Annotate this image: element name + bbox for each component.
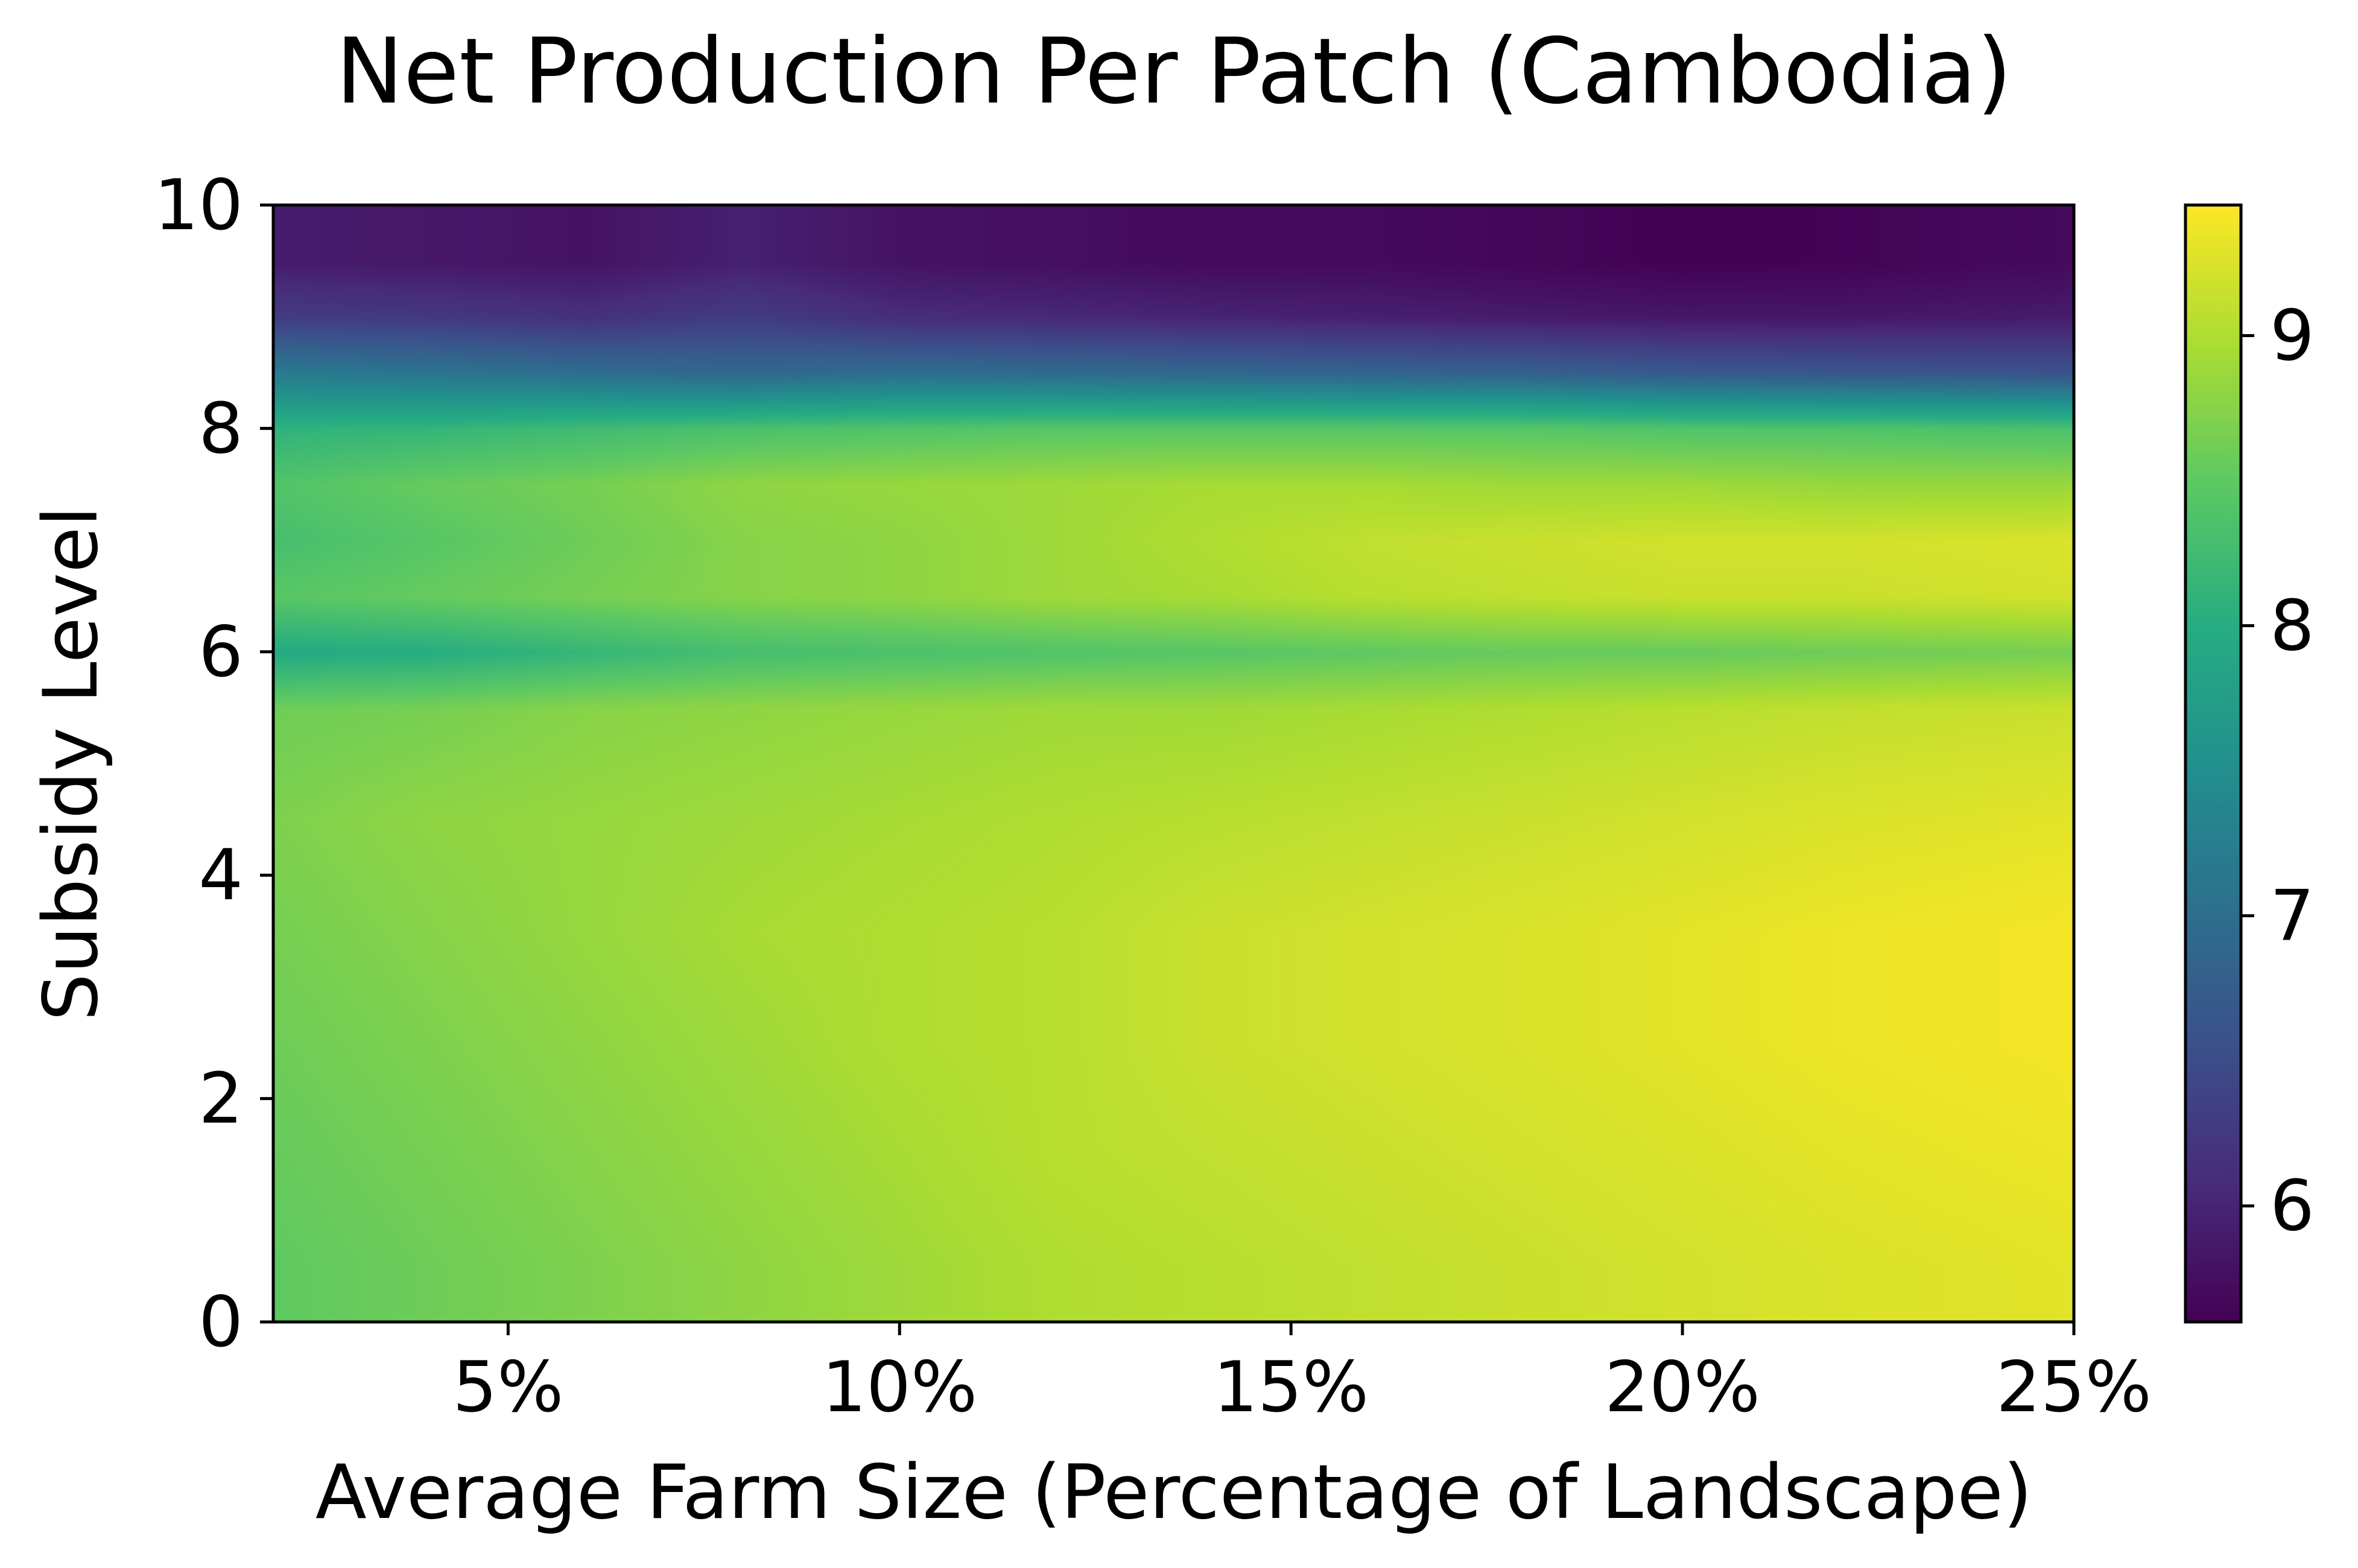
x-tick-label: 20% xyxy=(1605,1347,1760,1428)
y-axis-ticks: 0 2 4 6 8 10 xyxy=(154,165,273,1363)
x-axis-label: Average Farm Size (Percentage of Landsca… xyxy=(315,1449,2032,1536)
x-tick-label: 15% xyxy=(1213,1347,1369,1428)
colorbar-ticks: 6 7 8 9 xyxy=(2241,295,2315,1247)
x-tick-label: 10% xyxy=(822,1347,977,1428)
colorbar-tick-label: 9 xyxy=(2270,295,2315,376)
colorbar-tick-label: 6 xyxy=(2270,1166,2315,1247)
x-tick-label: 25% xyxy=(1996,1347,2152,1428)
y-tick-label: 6 xyxy=(198,612,243,693)
heatmap-plot-area xyxy=(273,205,2074,1322)
colorbar-frame xyxy=(2184,203,2243,1324)
colorbar-tick-label: 7 xyxy=(2270,876,2315,957)
y-tick-label: 4 xyxy=(198,835,243,916)
y-tick-label: 0 xyxy=(198,1282,243,1363)
colorbar xyxy=(2185,205,2241,1322)
plot-frame xyxy=(271,203,2076,1324)
heatmap-raster-container xyxy=(273,205,2074,1322)
y-axis-label: Subsidy Level xyxy=(28,506,115,1021)
heatmap-raster xyxy=(273,205,2074,1322)
x-tick-label: 5% xyxy=(452,1347,563,1428)
chart-title: Net Production Per Patch (Cambodia) xyxy=(336,19,2012,124)
colorbar-tick-label: 8 xyxy=(2270,586,2315,667)
y-tick-label: 10 xyxy=(154,165,243,246)
x-axis-ticks: 5% 10% 15% 20% 25% xyxy=(452,1322,2152,1428)
y-tick-label: 2 xyxy=(198,1058,243,1140)
y-tick-label: 8 xyxy=(198,388,243,469)
